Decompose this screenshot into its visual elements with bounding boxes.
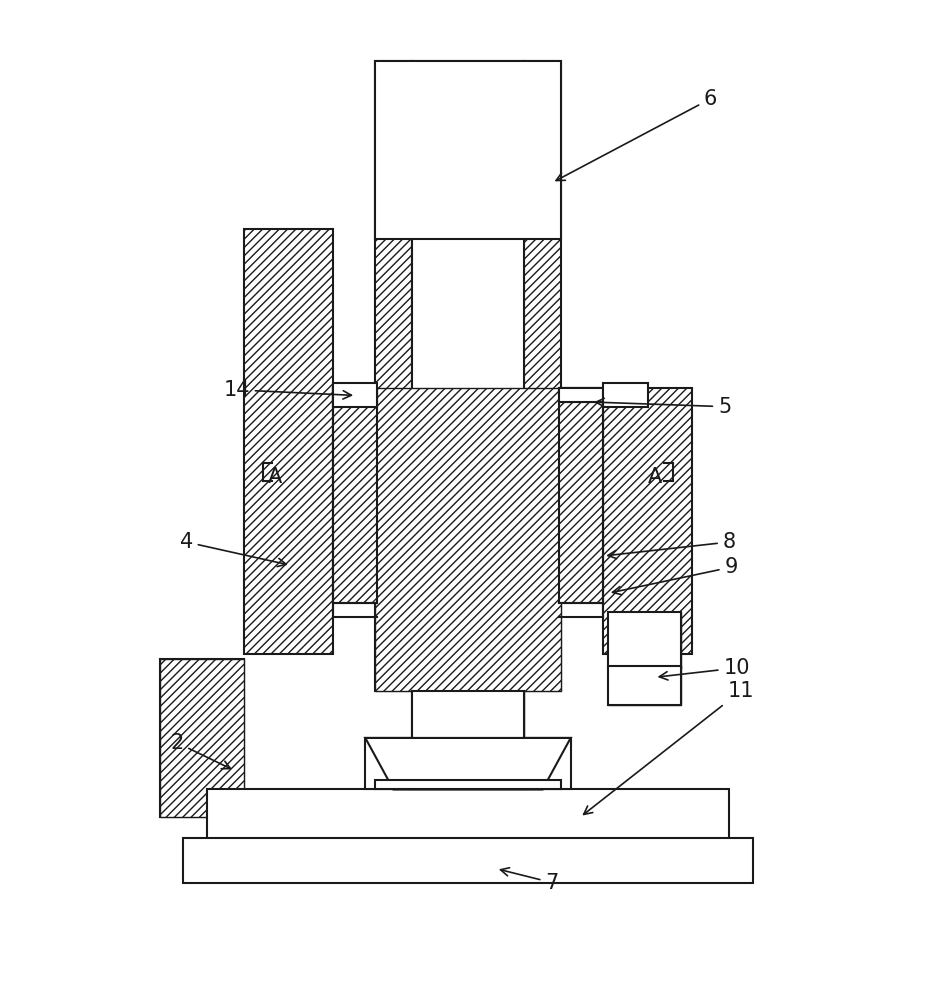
Polygon shape [365, 738, 571, 789]
Text: A: A [648, 467, 662, 487]
Text: 5: 5 [596, 397, 731, 417]
Bar [412, 691, 524, 789]
Bar [412, 691, 524, 789]
Text: 9: 9 [612, 557, 738, 595]
Bar [332, 388, 377, 402]
Text: 14: 14 [224, 380, 351, 400]
Polygon shape [365, 738, 571, 789]
Bar [524, 61, 562, 691]
Bar [608, 666, 680, 705]
Bar [374, 61, 562, 239]
Bar [365, 738, 571, 789]
Bar [160, 659, 244, 817]
Bar [332, 388, 377, 603]
Bar [412, 61, 524, 691]
Bar [207, 789, 729, 841]
Bar [244, 229, 332, 654]
Text: 6: 6 [556, 89, 717, 181]
Text: 7: 7 [501, 868, 559, 893]
Bar [374, 780, 562, 789]
Bar [374, 61, 412, 691]
Bar [604, 383, 648, 407]
Bar [608, 612, 680, 668]
Bar [559, 388, 604, 402]
Text: 11: 11 [584, 681, 753, 814]
Bar [604, 388, 692, 654]
Bar [183, 838, 753, 883]
Bar [374, 388, 562, 691]
Bar [559, 388, 604, 603]
Text: A: A [268, 467, 282, 487]
Text: 4: 4 [180, 532, 286, 567]
Bar [332, 383, 377, 407]
Text: 8: 8 [608, 532, 736, 559]
Bar [608, 666, 680, 705]
Text: 2: 2 [170, 733, 230, 769]
Bar [160, 659, 244, 817]
Bar [608, 612, 680, 668]
Text: 10: 10 [659, 658, 750, 680]
